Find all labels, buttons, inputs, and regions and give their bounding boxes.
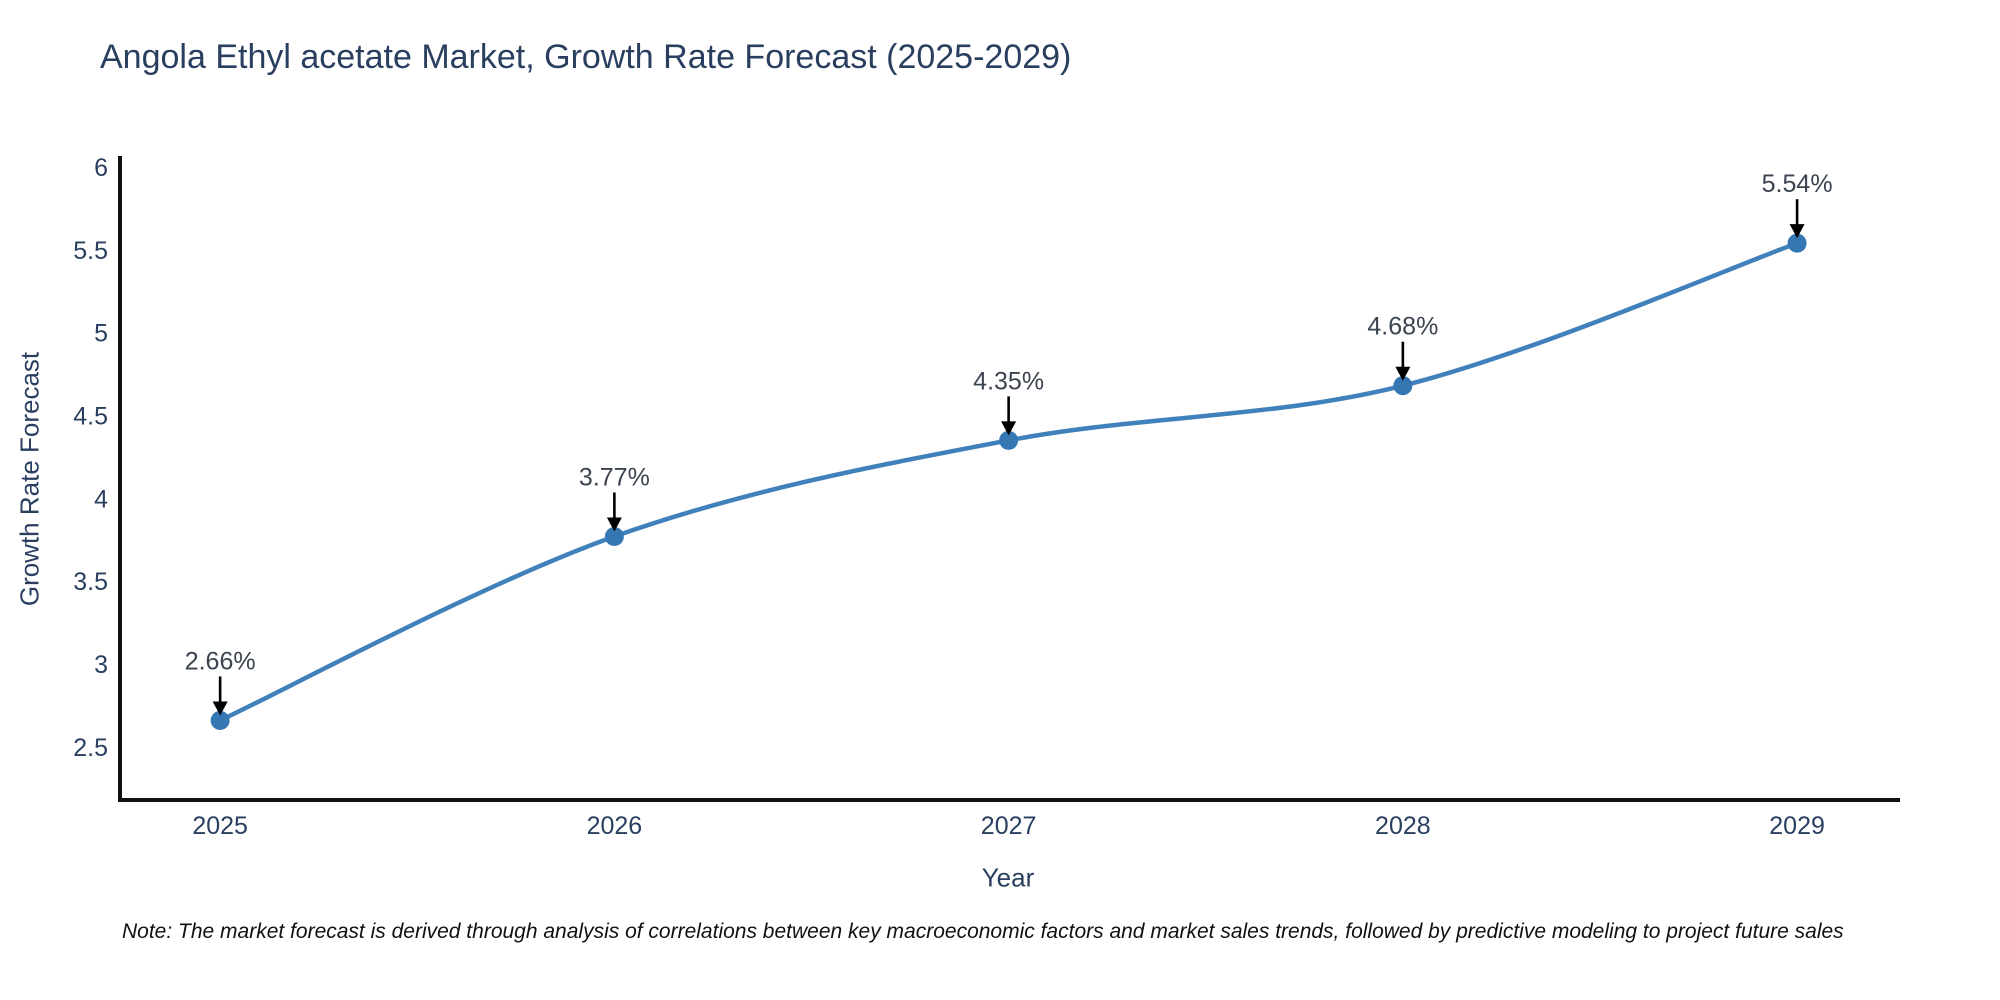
annotation-arrowhead-icon	[1395, 366, 1411, 381]
y-tick-label: 2.5	[73, 734, 108, 762]
y-tick-label: 3.5	[73, 568, 108, 596]
x-tick-label: 2028	[1375, 812, 1431, 840]
y-tick-label: 5	[94, 320, 108, 348]
annotation-arrowhead-icon	[1001, 421, 1017, 436]
data-point-label: 5.54%	[1762, 170, 1833, 198]
footnote: Note: The market forecast is derived thr…	[122, 920, 1844, 943]
data-point-marker[interactable]	[210, 710, 230, 730]
y-tick-label: 6	[94, 154, 108, 182]
x-tick-label: 2025	[192, 812, 248, 840]
y-tick-label: 3	[94, 651, 108, 679]
annotation-arrowhead-icon	[1789, 224, 1805, 239]
data-point-label: 3.77%	[579, 464, 650, 492]
data-point-label: 4.68%	[1367, 313, 1438, 341]
data-point-label: 2.66%	[185, 647, 256, 675]
data-point-marker[interactable]	[604, 527, 624, 547]
y-tick-label: 4.5	[73, 403, 108, 431]
y-tick-label: 4	[94, 485, 108, 513]
x-tick-label: 2026	[587, 812, 643, 840]
annotation-arrowhead-icon	[212, 701, 228, 716]
x-tick-label: 2027	[981, 812, 1037, 840]
data-point-marker[interactable]	[999, 430, 1019, 450]
y-tick-label: 5.5	[73, 237, 108, 265]
data-point-marker[interactable]	[1393, 376, 1413, 396]
annotation-arrowhead-icon	[606, 517, 622, 532]
x-axis-title: Year	[981, 862, 1035, 893]
data-point-marker[interactable]	[1787, 233, 1807, 253]
x-tick-label: 2029	[1769, 812, 1825, 840]
data-point-label: 4.35%	[973, 367, 1044, 395]
growth-rate-series-line	[217, 240, 1800, 723]
chart-title: Angola Ethyl acetate Market, Growth Rate…	[100, 38, 1072, 76]
